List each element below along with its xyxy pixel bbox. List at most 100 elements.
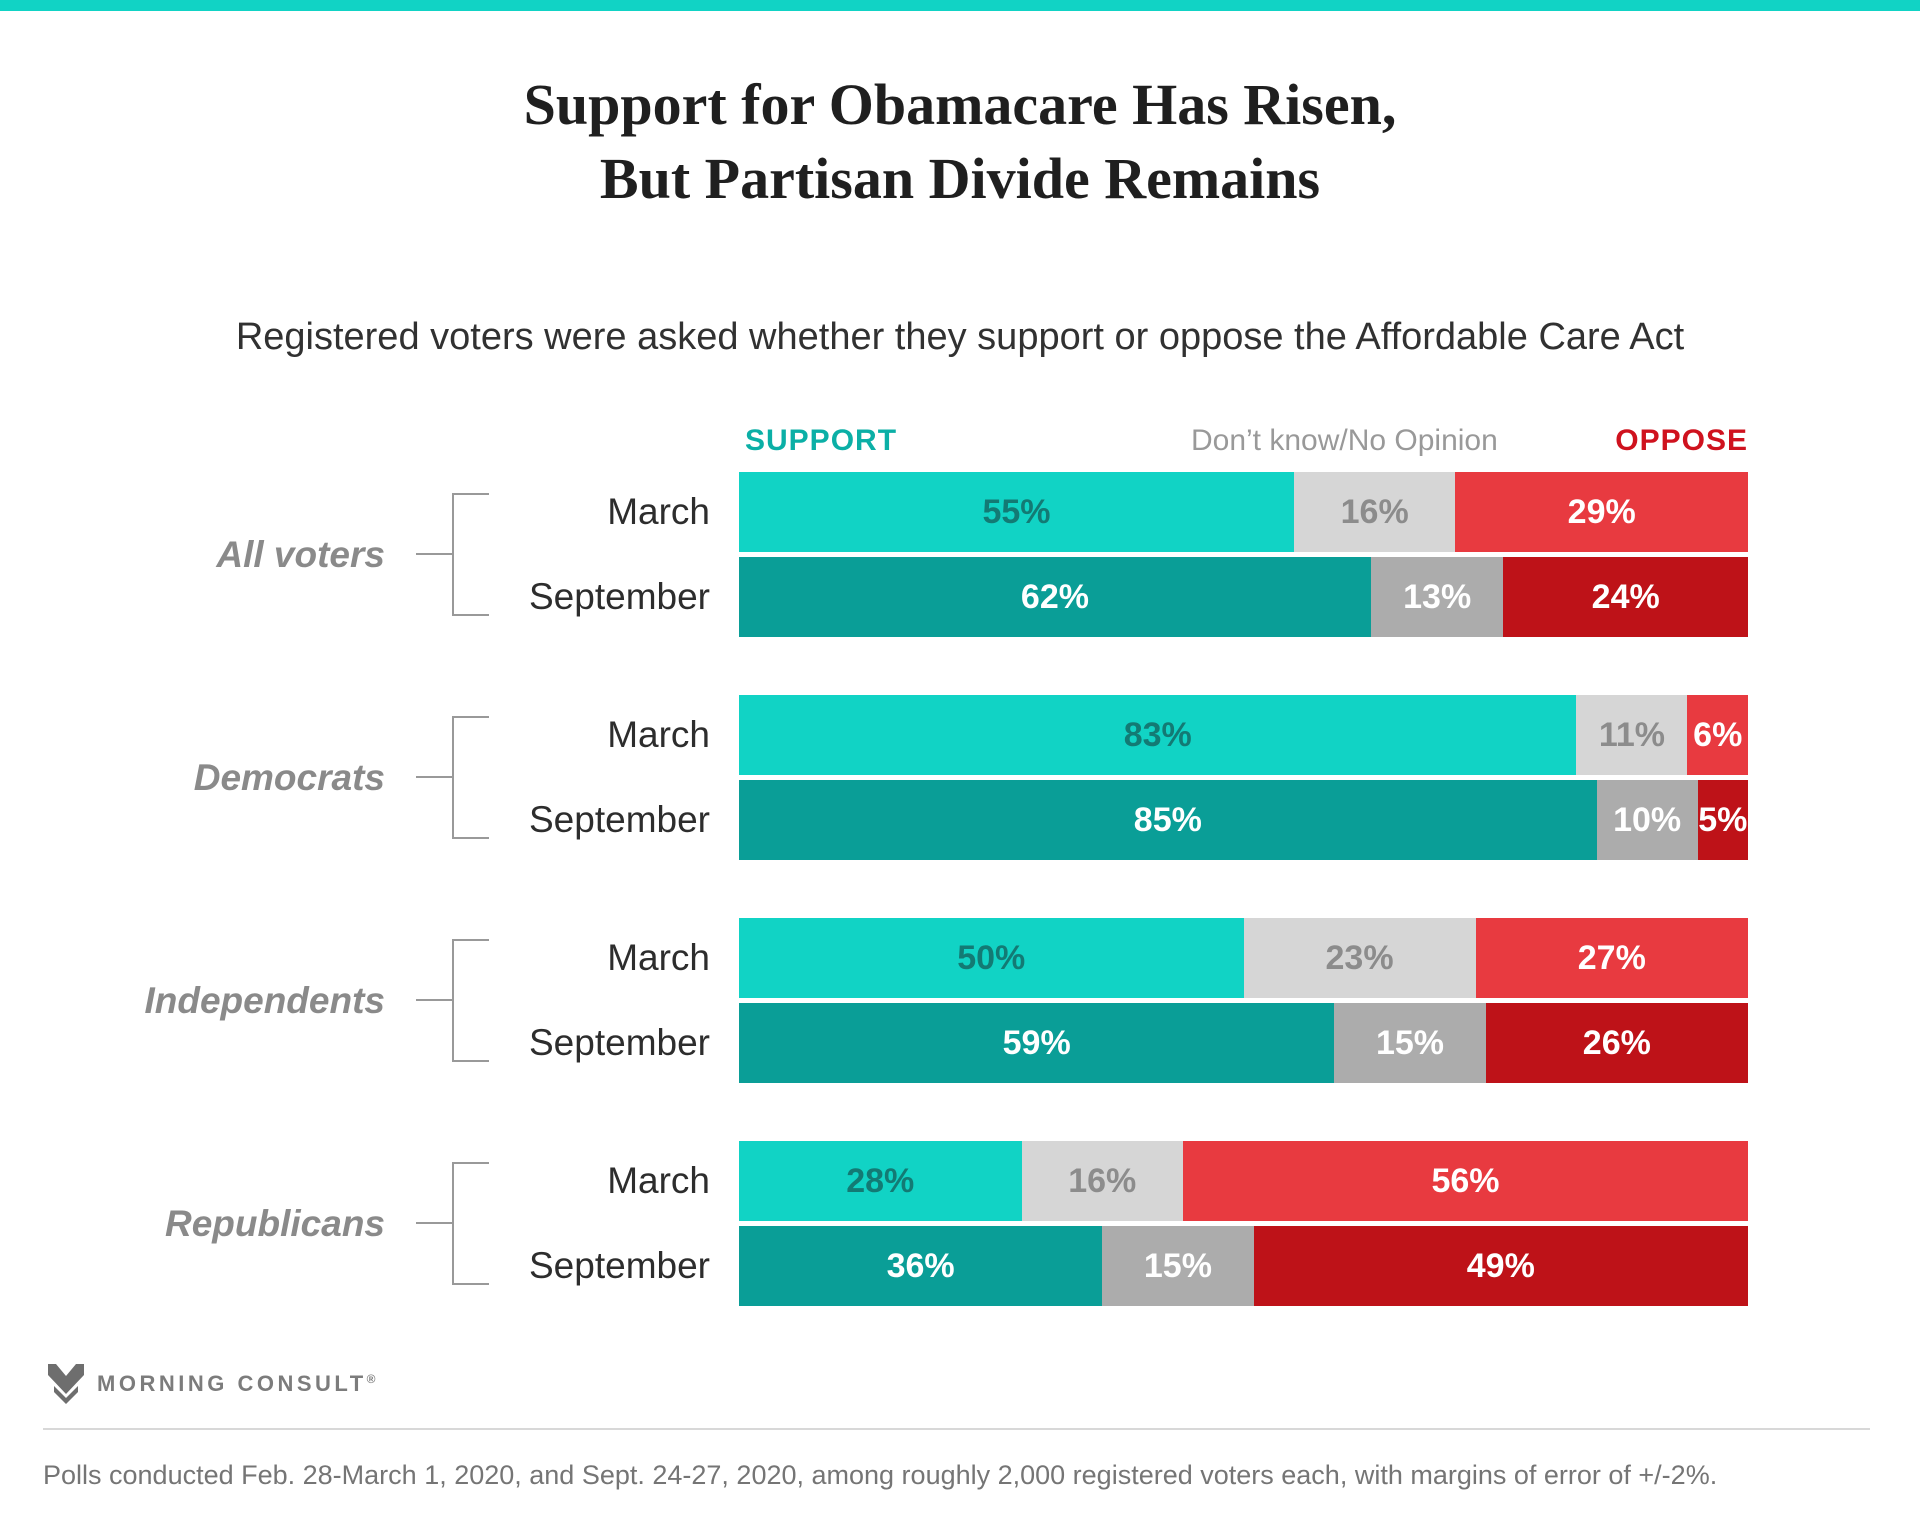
- bar-value: 59%: [1002, 1023, 1071, 1062]
- group-label: Independents: [144, 979, 385, 1021]
- bracket-vertical-line: [452, 1162, 454, 1285]
- registered-mark: ®: [366, 1372, 376, 1386]
- bar-row: 83% 11% 6%: [739, 695, 1748, 775]
- period-label: September: [529, 1245, 710, 1286]
- bar-value: 15%: [1375, 1023, 1445, 1062]
- footer-divider: [43, 1428, 1870, 1430]
- bar-row: 36% 15% 49%: [739, 1226, 1748, 1306]
- bracket-bottom-tick: [452, 837, 489, 839]
- bar-value: 36%: [886, 1246, 955, 1285]
- bracket-top-tick: [452, 493, 489, 495]
- bar-segment-oppose: 24%: [1503, 557, 1749, 637]
- bracket-bottom-tick: [452, 1060, 489, 1062]
- bar-segment-dont_know: 15%: [1102, 1226, 1254, 1306]
- bracket-bottom-tick: [452, 1283, 489, 1285]
- period-label: March: [607, 714, 710, 755]
- bracket-bottom-tick: [452, 614, 489, 616]
- bracket-label-connector: [416, 553, 453, 555]
- group-label: All voters: [216, 533, 385, 575]
- brand-footer: MORNING CONSULT®: [48, 1364, 375, 1404]
- morning-consult-logo-icon: [48, 1364, 84, 1404]
- bar-segment-dont_know: 10%: [1596, 780, 1698, 860]
- bar-value: 5%: [1698, 800, 1748, 839]
- bar-segment-oppose: 29%: [1455, 472, 1748, 552]
- chart-subtitle: Registered voters were asked whether the…: [235, 316, 1685, 358]
- bracket-top-tick: [452, 939, 489, 941]
- bar-value: 16%: [1340, 492, 1409, 531]
- bar-segment-oppose: 56%: [1182, 1141, 1748, 1221]
- group-label: Democrats: [193, 756, 385, 798]
- period-label: March: [607, 1160, 710, 1201]
- brand-wordmark: MORNING CONSULT®: [97, 1371, 375, 1397]
- period-label: March: [607, 937, 710, 978]
- legend-oppose: OPPOSE: [1615, 424, 1748, 457]
- bar-row: 85% 10% 5%: [739, 780, 1749, 860]
- bracket-top-tick: [452, 1162, 489, 1164]
- bracket-vertical-line: [452, 939, 454, 1062]
- brand-name-text: MORNING CONSULT: [97, 1371, 367, 1396]
- bar-segment-oppose: 27%: [1475, 918, 1748, 998]
- bracket-vertical-line: [452, 493, 454, 616]
- bar-segment-dont_know: 16%: [1293, 472, 1456, 552]
- bar-segment-oppose: 49%: [1253, 1226, 1748, 1306]
- bar-value: 26%: [1582, 1023, 1651, 1062]
- group-all-voters: All voters March 55% 16% 29% September 62% 13% 2…: [0, 472, 1920, 637]
- bar-segment-support: 28%: [739, 1141, 1022, 1221]
- methodology-note: Polls conducted Feb. 28-March 1, 2020, a…: [43, 1460, 1718, 1490]
- bar-row: 55% 16% 29%: [739, 472, 1748, 552]
- bar-value: 6%: [1693, 715, 1743, 754]
- bar-row: 62% 13% 24%: [739, 557, 1749, 637]
- bar-segment-oppose: 26%: [1485, 1003, 1748, 1083]
- bar-segment-support: 85%: [739, 780, 1597, 860]
- group-republicans: Republicans March 28% 16% 56% September 36% 15%…: [0, 1141, 1920, 1306]
- period-label: September: [529, 1022, 710, 1063]
- bar-value: 50%: [957, 938, 1026, 977]
- bar-value: 27%: [1577, 938, 1646, 977]
- bar-segment-support: 62%: [739, 557, 1371, 637]
- bar-value: 62%: [1020, 577, 1089, 616]
- bar-value: 83%: [1123, 715, 1192, 754]
- legend-dont-know: Don’t know/No Opinion: [1190, 424, 1498, 457]
- bar-value: 13%: [1403, 577, 1472, 616]
- group-independents: Independents March 50% 23% 27% September 59% 15…: [0, 918, 1920, 1083]
- legend: SUPPORT Don’t know/No Opinion OPPOSE: [739, 424, 1748, 462]
- bar-value: 23%: [1325, 938, 1394, 977]
- bar-segment-dont_know: 23%: [1243, 918, 1476, 998]
- bracket-label-connector: [416, 776, 453, 778]
- top-accent-bar: [0, 0, 1920, 11]
- chart-title-line-2: But Partisan Divide Remains: [599, 146, 1321, 211]
- bar-segment-oppose: 5%: [1697, 780, 1749, 860]
- bar-segment-support: 36%: [739, 1226, 1103, 1306]
- bracket-vertical-line: [452, 716, 454, 839]
- bar-segment-support: 50%: [739, 918, 1244, 998]
- bar-value: 29%: [1567, 492, 1636, 531]
- bar-value: 55%: [982, 492, 1051, 531]
- bar-value: 56%: [1431, 1161, 1500, 1200]
- bar-row: 59% 15% 26%: [739, 1003, 1748, 1083]
- chart-title-line-1: Support for Obamacare Has Risen,: [523, 72, 1397, 137]
- bar-value: 10%: [1613, 800, 1682, 839]
- legend-support: SUPPORT: [745, 424, 898, 457]
- stacked-bar-chart: All voters March 55% 16% 29% September 62% 13% 2…: [0, 472, 1920, 1312]
- period-label: March: [607, 491, 710, 532]
- chart-title: Support for Obamacare Has Risen, But Par…: [0, 68, 1920, 216]
- bar-row: 28% 16% 56%: [739, 1141, 1748, 1221]
- bar-value: 28%: [846, 1161, 915, 1200]
- bracket-label-connector: [416, 1222, 453, 1224]
- bar-segment-dont_know: 11%: [1576, 695, 1688, 775]
- bar-value: 85%: [1133, 800, 1202, 839]
- period-label: September: [529, 799, 710, 840]
- bar-segment-support: 83%: [739, 695, 1577, 775]
- bar-value: 11%: [1598, 715, 1666, 754]
- bar-segment-dont_know: 13%: [1370, 557, 1504, 637]
- bar-row: 50% 23% 27%: [739, 918, 1748, 998]
- group-label: Republicans: [165, 1202, 385, 1244]
- bar-segment-dont_know: 16%: [1021, 1141, 1183, 1221]
- bar-value: 49%: [1466, 1246, 1535, 1285]
- bar-value: 15%: [1143, 1246, 1212, 1285]
- bar-segment-support: 59%: [739, 1003, 1335, 1083]
- period-label: September: [529, 576, 710, 617]
- bar-value: 24%: [1591, 577, 1660, 616]
- bracket-top-tick: [452, 716, 489, 718]
- bar-value: 16%: [1068, 1161, 1137, 1200]
